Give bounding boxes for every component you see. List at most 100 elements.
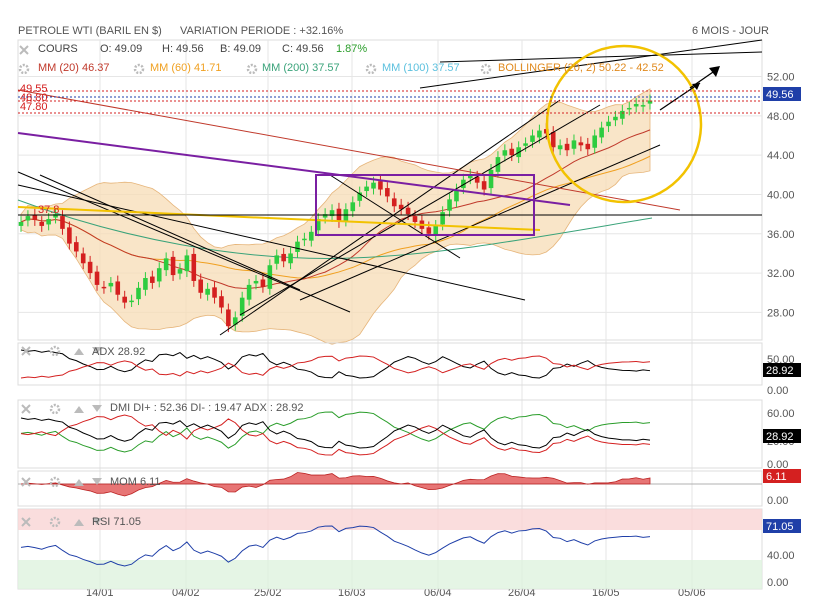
candle (177, 269, 183, 274)
rsi-oversold-band (18, 560, 762, 589)
candle (412, 216, 418, 222)
period-selector[interactable]: 6 MOIS - JOUR (692, 25, 770, 37)
mm200-line (17, 199, 653, 259)
bollinger-legend: BOLLINGER (20, 2) 50.22 - 42.52 (498, 62, 664, 74)
trend-line (17, 206, 541, 231)
candle (385, 188, 390, 197)
candle (219, 296, 224, 308)
candle (25, 216, 31, 221)
candle (212, 287, 217, 298)
candle (481, 181, 487, 190)
trend-line (17, 184, 526, 301)
candle (108, 282, 114, 287)
candle (474, 176, 480, 183)
candle (60, 216, 65, 229)
settings-gear-icon[interactable] (480, 63, 492, 75)
candle (309, 231, 314, 241)
candle (378, 181, 383, 190)
candle (39, 221, 45, 226)
candle (523, 143, 528, 146)
open-value: O: 49.09 (100, 43, 143, 55)
x-tick-label: 26/04 (508, 587, 536, 599)
candle (364, 186, 369, 192)
move-down-icon (92, 518, 102, 525)
settings-gear-icon (49, 516, 61, 528)
close-icon[interactable] (18, 44, 30, 56)
candle (606, 121, 611, 127)
candle (564, 143, 570, 151)
trend-line (239, 104, 601, 316)
settings-gear-icon[interactable] (246, 63, 258, 75)
y-tick-label: 0.00 (767, 495, 788, 507)
settings-gear-icon[interactable] (133, 63, 145, 75)
y-tick-label: 28.00 (767, 307, 795, 319)
price-marker: 48.80 (20, 92, 48, 104)
candle (440, 212, 445, 225)
x-tick-label: 16/05 (592, 587, 620, 599)
candle (537, 130, 542, 138)
candle (647, 100, 653, 104)
candle (350, 202, 356, 212)
y-tick-label: 40.00 (767, 189, 795, 201)
settings-gear-icon[interactable] (365, 63, 377, 75)
candle (295, 241, 300, 252)
candle (578, 142, 584, 146)
adx-line (20, 355, 651, 379)
move-up-icon (74, 348, 84, 355)
adx-label: ADX 28.92 (92, 346, 146, 358)
mm20-line (20, 129, 651, 289)
candle (198, 279, 204, 293)
candle (322, 214, 328, 218)
y-tick-label: 48.00 (767, 111, 795, 123)
low-value: B: 49.09 (220, 43, 261, 55)
candle (246, 284, 252, 300)
y-tick-label: 36.00 (767, 229, 795, 241)
y-tick-label: 0.00 (767, 577, 788, 589)
candle (467, 174, 473, 179)
settings-gear-icon[interactable] (18, 63, 30, 75)
move-up-icon (74, 519, 84, 526)
trend-line (419, 39, 763, 89)
move-up-icon (74, 479, 84, 486)
candle (426, 227, 432, 234)
rsi-value: 71.05 (766, 521, 794, 533)
candle (129, 300, 134, 303)
candle (232, 317, 238, 325)
candle (571, 140, 577, 149)
y-tick-label: 32.00 (767, 268, 795, 280)
close-icon (21, 346, 31, 356)
dmi-value-tag (763, 429, 801, 443)
candle (640, 105, 646, 107)
adx-line (20, 417, 651, 449)
candle (94, 271, 100, 285)
mom-area (20, 472, 651, 497)
candle (53, 214, 58, 218)
arrow-line (689, 69, 717, 89)
candle (274, 255, 280, 264)
candle (626, 107, 632, 110)
trend-line (17, 89, 681, 211)
candle (329, 210, 335, 217)
bollinger-band (20, 88, 651, 345)
candle (260, 279, 266, 287)
x-tick-label: 05/06 (678, 587, 706, 599)
high-value: H: 49.56 (162, 43, 204, 55)
price-marker: 47.80 (20, 101, 48, 113)
candle (502, 150, 508, 156)
candle (73, 242, 79, 252)
rsi-overbought-band (18, 509, 762, 530)
trend-line (39, 174, 301, 291)
x-tick-label: 16/03 (338, 587, 366, 599)
trend-line (299, 144, 661, 301)
rsi-line (20, 525, 651, 567)
mm60-legend: MM (60) 41.71 (150, 62, 222, 74)
trend-line (439, 51, 763, 63)
y-tick-label: 0.00 (767, 459, 788, 471)
close-icon (21, 517, 31, 527)
arrow-head (709, 66, 720, 77)
mom-value: 6.11 (766, 471, 787, 483)
mm200-legend: MM (200) 37.57 (262, 62, 340, 74)
candle (447, 199, 452, 211)
main-panel-frame (17, 39, 763, 341)
